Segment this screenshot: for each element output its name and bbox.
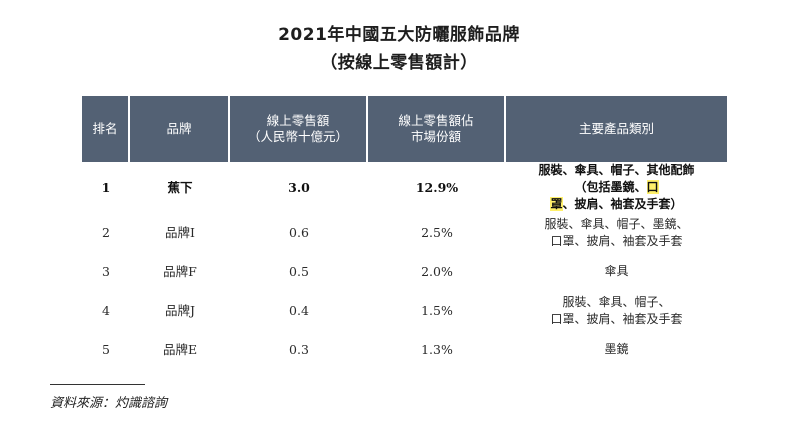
cell-rank: 3	[102, 264, 110, 279]
cell-rank: 1	[101, 180, 111, 195]
cell-brand: 品牌J	[164, 303, 195, 318]
source-divider	[50, 384, 145, 385]
header-online-sales: 線上零售額 （人民幣十億元）	[230, 96, 368, 162]
cell-brand: 品牌I	[165, 225, 195, 240]
table-row: 5 品牌E 0.3 1.3% 墨鏡	[82, 330, 727, 369]
cell-categories: 服裝、傘具、帽子、 口罩、披肩、袖套及手套	[550, 294, 683, 326]
source-note: 資料來源：灼識諮詢	[50, 396, 168, 411]
cell-sales: 3.0	[288, 180, 310, 195]
brand-ranking-table: 排名 品牌 線上零售額 （人民幣十億元） 線上零售額佔 市場份額 主要產品類別 1 …	[82, 96, 727, 369]
table-row: 4 品牌J 0.4 1.5% 服裝、傘具、帽子、 口罩、披肩、袖套及手套	[82, 291, 727, 330]
cell-share: 1.5%	[421, 303, 453, 318]
cell-share: 2.5%	[421, 225, 453, 240]
header-product-categories: 主要產品類別	[506, 96, 727, 162]
cell-brand: 品牌F	[163, 264, 197, 279]
table-row: 1 蕉下 3.0 12.9% 服裝、傘具、帽子、其他配飾 （包括墨鏡、口罩、披肩…	[82, 162, 727, 213]
cell-share: 12.9%	[415, 180, 459, 195]
cell-categories: 服裝、傘具、帽子、其他配飾 （包括墨鏡、口罩、披肩、袖套及手套）	[538, 163, 695, 211]
table-row: 2 品牌I 0.6 2.5% 服裝、傘具、帽子、墨鏡、 口罩、披肩、袖套及手套	[82, 213, 727, 252]
cell-sales: 0.5	[289, 264, 309, 279]
header-market-share: 線上零售額佔 市場份額	[368, 96, 506, 162]
cell-categories: 傘具	[604, 264, 629, 278]
cell-rank: 4	[102, 303, 110, 318]
header-rank: 排名	[82, 96, 130, 162]
header-brand: 品牌	[130, 96, 230, 162]
cell-rank: 5	[102, 342, 110, 357]
cell-brand: 蕉下	[167, 180, 193, 195]
cell-share: 2.0%	[421, 264, 453, 279]
table-row: 3 品牌F 0.5 2.0% 傘具	[82, 252, 727, 291]
cell-sales: 0.4	[289, 303, 309, 318]
cell-share: 1.3%	[421, 342, 453, 357]
cell-rank: 2	[102, 225, 110, 240]
cell-brand: 品牌E	[162, 342, 198, 357]
page-title: 2021年中國五大防曬服飾品牌	[278, 25, 520, 45]
cell-sales: 0.3	[289, 342, 309, 357]
cell-categories: 服裝、傘具、帽子、墨鏡、 口罩、披肩、袖套及手套	[544, 216, 689, 248]
page-subtitle: （按線上零售額計）	[320, 53, 478, 73]
cell-sales: 0.6	[289, 225, 309, 240]
table-header-row: 排名 品牌 線上零售額 （人民幣十億元） 線上零售額佔 市場份額 主要產品類別	[82, 96, 727, 162]
cell-categories: 墨鏡	[604, 342, 629, 356]
